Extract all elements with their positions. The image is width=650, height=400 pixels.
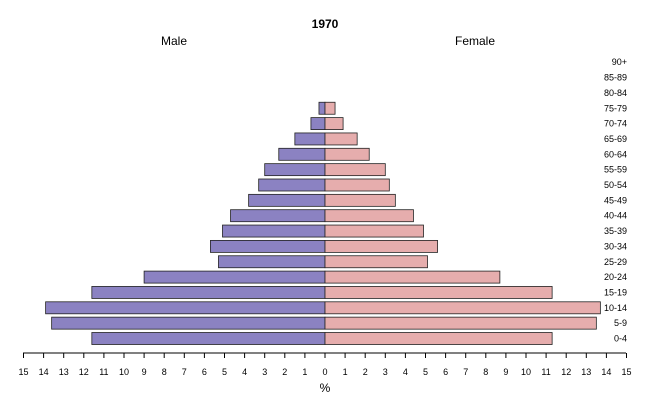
age-label-85-89: 85-89	[604, 73, 627, 83]
male-bar-50-54	[258, 178, 326, 192]
female-bar-20-24	[324, 270, 501, 284]
male-bar-45-49	[248, 193, 326, 207]
male-bar-25-29	[218, 255, 326, 269]
x-tick-label: 10	[119, 367, 129, 377]
x-tick-label: 5	[423, 367, 428, 377]
x-tick-label: 7	[182, 367, 187, 377]
female-bar-15-19	[324, 286, 553, 299]
x-tick-label: 5	[222, 367, 227, 377]
x-tick-label: 8	[162, 367, 167, 377]
x-tick-label: 13	[581, 367, 591, 377]
age-label-90+: 90+	[612, 57, 627, 67]
x-tick-label: 3	[262, 367, 267, 377]
male-bar-70-74	[310, 117, 326, 130]
age-label-50-54: 50-54	[604, 180, 627, 190]
female-bar-5-9	[324, 316, 597, 330]
x-tick-label: 4	[403, 367, 408, 377]
x-tick-label: 8	[483, 367, 488, 377]
age-label-70-74: 70-74	[604, 119, 627, 129]
x-axis-ticks: 15 14 13 12 11 10 9 8 7 6 5 4 3 2 1 0 1 2 3 4 5 6 7 8 9 10 11 12 13 1…	[18, 353, 632, 377]
x-tick-label: 12	[79, 367, 89, 377]
male-label: Male	[161, 34, 187, 48]
female-bar-65-69	[324, 132, 358, 146]
male-bar-40-44	[230, 209, 326, 223]
female-bar-10-14	[324, 301, 601, 315]
male-bar-15-19	[91, 286, 326, 299]
male-bar-5-9	[51, 316, 326, 330]
age-label-45-49: 45-49	[604, 195, 627, 205]
age-label-75-79: 75-79	[604, 103, 627, 113]
bars-group	[45, 101, 601, 345]
age-label-35-39: 35-39	[604, 226, 627, 236]
x-tick-label: 6	[202, 367, 207, 377]
female-bar-40-44	[324, 209, 414, 223]
female-bar-30-34	[324, 239, 438, 253]
male-bar-10-14	[45, 301, 326, 315]
male-bar-55-59	[264, 163, 326, 177]
x-tick-label: 14	[601, 367, 611, 377]
age-label-80-84: 80-84	[604, 88, 627, 98]
x-tick-label: 9	[142, 367, 147, 377]
x-tick-label: 4	[242, 367, 247, 377]
x-tick-label: 13	[59, 367, 69, 377]
x-tick-label: 11	[99, 367, 108, 377]
female-bar-35-39	[324, 224, 424, 238]
age-label-20-24: 20-24	[604, 272, 627, 282]
x-tick-label: 2	[282, 367, 287, 377]
female-bar-45-49	[324, 193, 396, 207]
age-label-60-64: 60-64	[604, 149, 627, 159]
female-label: Female	[455, 34, 495, 48]
x-tick-label: 10	[521, 367, 531, 377]
female-bar-55-59	[324, 163, 386, 177]
age-label-65-69: 65-69	[604, 134, 627, 144]
age-label-5-9: 5-9	[614, 318, 627, 328]
female-bar-50-54	[324, 178, 390, 192]
male-bar-0-4	[91, 332, 326, 345]
age-label-30-34: 30-34	[604, 241, 627, 251]
x-tick-label: 1	[343, 367, 348, 377]
female-bar-0-4	[324, 332, 553, 345]
age-label-10-14: 10-14	[604, 303, 627, 313]
age-label-0-4: 0-4	[614, 334, 627, 344]
x-tick-label: 2	[363, 367, 368, 377]
x-tick-label: 6	[443, 367, 448, 377]
age-label-55-59: 55-59	[604, 165, 627, 175]
female-bar-70-74	[324, 117, 344, 130]
female-bar-75-79	[324, 101, 336, 115]
male-bar-35-39	[222, 224, 326, 238]
male-bar-60-64	[278, 147, 326, 161]
x-tick-label: 1	[302, 367, 307, 377]
x-tick-label: 7	[463, 367, 468, 377]
age-labels-group: 0-4 5-9 10-14 15-19 20-24 25-29 30-34 35-39 40-4…	[604, 57, 627, 343]
x-tick-label: 3	[383, 367, 388, 377]
age-label-15-19: 15-19	[604, 287, 627, 297]
chart-title: 1970	[312, 17, 339, 31]
male-bar-20-24	[143, 270, 326, 284]
x-tick-label: 12	[561, 367, 571, 377]
x-tick-label: 15	[18, 367, 28, 377]
x-tick-label: 9	[503, 367, 508, 377]
age-label-25-29: 25-29	[604, 257, 627, 267]
female-bar-60-64	[324, 147, 370, 161]
male-bar-75-79	[318, 101, 326, 115]
male-bar-30-34	[210, 239, 326, 253]
female-bar-25-29	[324, 255, 428, 269]
x-axis-label: %	[320, 381, 331, 395]
male-bar-65-69	[294, 132, 326, 146]
x-tick-label: 0	[322, 367, 327, 377]
age-label-40-44: 40-44	[604, 211, 627, 221]
x-tick-label: 14	[39, 367, 49, 377]
x-tick-label: 11	[541, 367, 550, 377]
x-tick-label: 15	[621, 367, 631, 377]
